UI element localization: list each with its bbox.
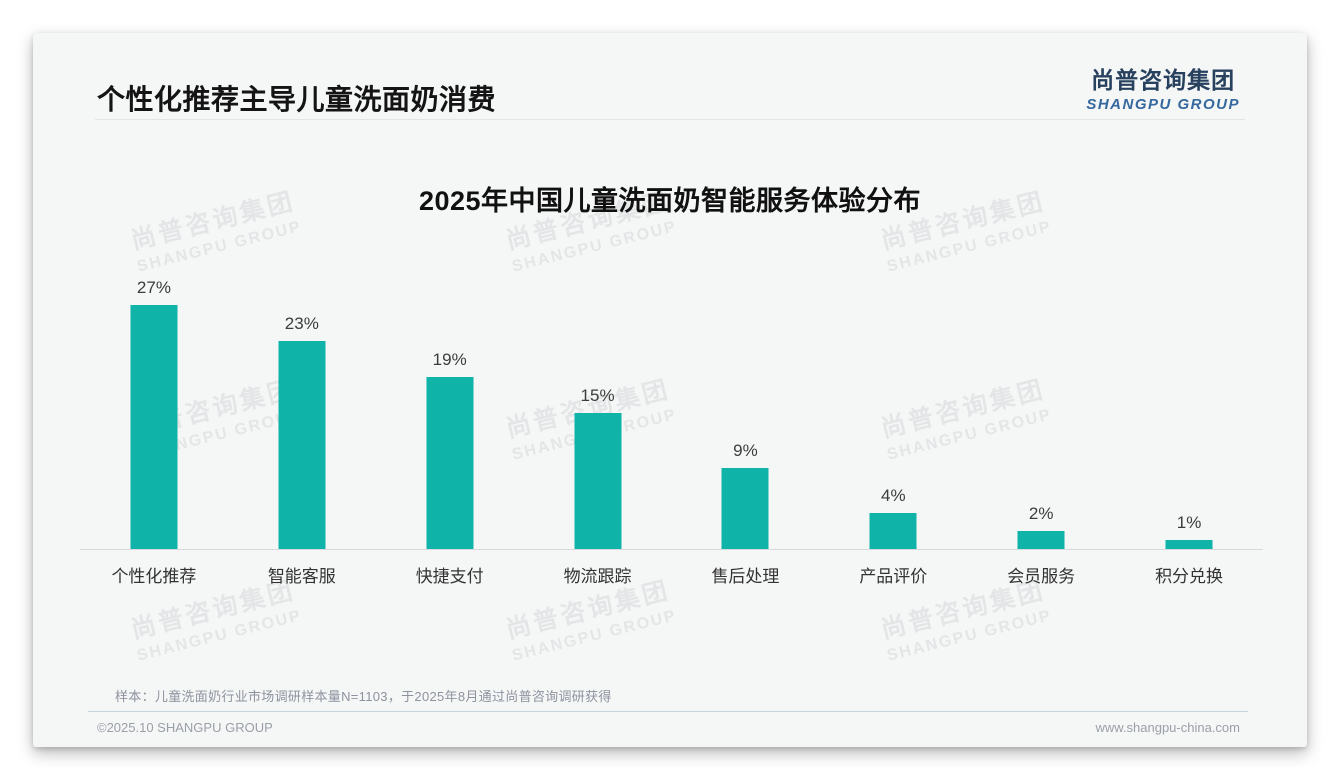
bar-group: 19% 快捷支付 bbox=[376, 278, 524, 586]
bar-group: 1% 积分兑换 bbox=[1115, 278, 1263, 586]
bar-value-label: 19% bbox=[432, 350, 467, 369]
footer-divider bbox=[88, 711, 1248, 712]
bar-value-label: 23% bbox=[284, 314, 319, 333]
bar-category-label: 个性化推荐 bbox=[111, 567, 197, 586]
bar bbox=[1165, 540, 1213, 549]
website-text: www.shangpu-china.com bbox=[1095, 720, 1240, 735]
bar-group: 27% 个性化推荐 bbox=[80, 278, 228, 586]
bar-value-label: 15% bbox=[580, 386, 615, 405]
shangpu-logo: 尚普咨询集团 SHANGPU GROUP bbox=[1086, 61, 1240, 113]
watermark-english-text: SHANGPU GROUP bbox=[135, 607, 304, 665]
bar-category-label: 产品评价 bbox=[859, 567, 928, 586]
bar-category-label: 快捷支付 bbox=[415, 567, 484, 586]
bar bbox=[130, 305, 178, 549]
sample-note: 样本：儿童洗面奶行业市场调研样本量N=1103，于2025年8月通过尚普咨询调研… bbox=[115, 689, 612, 704]
logo-english-text: SHANGPU GROUP bbox=[1086, 96, 1240, 113]
bar bbox=[278, 341, 326, 549]
bar-category-label: 会员服务 bbox=[1007, 567, 1076, 586]
bar bbox=[869, 513, 917, 549]
bar-value-label: 9% bbox=[733, 441, 758, 460]
bar bbox=[426, 377, 474, 549]
bar bbox=[574, 413, 622, 549]
bar-category-label: 售后处理 bbox=[711, 567, 780, 586]
bar bbox=[721, 468, 769, 549]
bar-group: 2% 会员服务 bbox=[967, 278, 1115, 586]
bar-group: 4% 产品评价 bbox=[819, 278, 967, 586]
bar-value-label: 1% bbox=[1176, 513, 1202, 532]
page-title: 个性化推荐主导儿童洗面奶消费 bbox=[97, 84, 497, 115]
bar-value-label: 4% bbox=[881, 486, 906, 505]
bar-category-label: 物流跟踪 bbox=[563, 567, 632, 586]
plot-area: 27% 个性化推荐 23% 智能客服 19% 快捷支付 15% 物流跟踪 9% 售后处理 4% 产品评… bbox=[80, 278, 1263, 586]
watermark-english-text: SHANGPU GROUP bbox=[885, 218, 1054, 276]
bar-value-label: 2% bbox=[1028, 504, 1054, 523]
bar bbox=[1017, 531, 1065, 549]
header-divider bbox=[95, 119, 1245, 120]
watermark-english-text: SHANGPU GROUP bbox=[135, 218, 304, 276]
bar-value-label: 27% bbox=[136, 278, 171, 297]
watermark-english-text: SHANGPU GROUP bbox=[510, 218, 679, 276]
bar-category-label: 智能客服 bbox=[267, 567, 336, 586]
watermark-english-text: SHANGPU GROUP bbox=[510, 607, 679, 665]
chart-title: 2025年中国儿童洗面奶智能服务体验分布 bbox=[418, 186, 922, 216]
bar-group: 15% 物流跟踪 bbox=[524, 278, 672, 586]
bar-group: 9% 售后处理 bbox=[672, 278, 820, 586]
logo-chinese-text: 尚普咨询集团 bbox=[1091, 67, 1236, 93]
bar-category-label: 积分兑换 bbox=[1155, 567, 1224, 586]
slide-card: 尚普咨询集团 SHANGPU GROUP 尚普咨询集团 SHANGPU GROUP 尚普… bbox=[33, 33, 1307, 747]
bar-group: 23% 智能客服 bbox=[228, 278, 376, 586]
copyright-text: ©2025.10 SHANGPU GROUP bbox=[97, 720, 273, 735]
watermark-english-text: SHANGPU GROUP bbox=[885, 607, 1054, 665]
